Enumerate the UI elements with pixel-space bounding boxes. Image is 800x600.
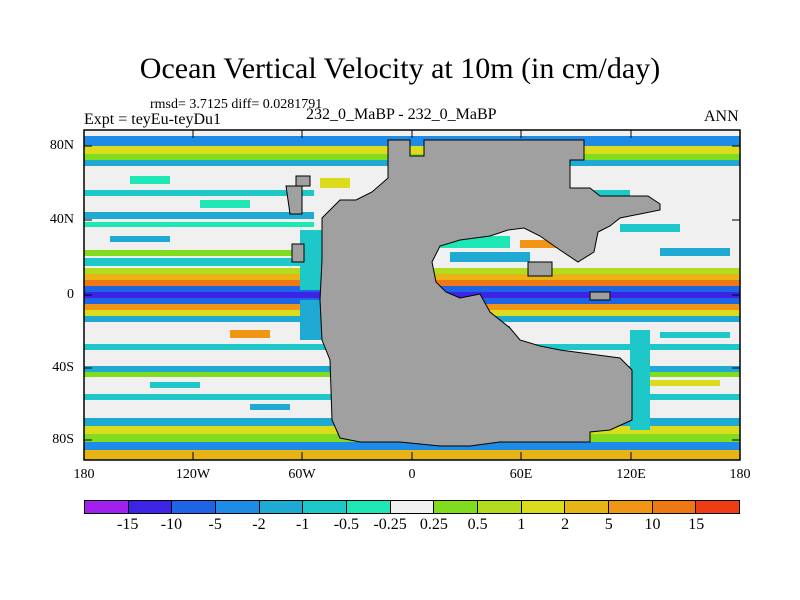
colorbar-label: -2 [252,516,266,533]
colorbar-cell [85,501,129,513]
colorbar-cell [347,501,391,513]
colorbar-cell [521,501,566,513]
colorbar-cell [652,501,697,513]
island-east-inlet [527,261,553,277]
colorbar-cell [390,501,435,513]
colorbar-label: 15 [688,516,705,533]
lat-label-40s: 40S [52,360,74,375]
colorbar-label: 2 [561,516,570,533]
colorbar-cell [303,501,348,513]
colorbar [84,500,740,514]
colorbar-label: -5 [208,516,222,533]
colorbar-label: -1 [295,516,310,533]
colorbar-label: 5 [604,516,613,533]
lat-label-80s: 80S [52,432,74,447]
colorbar-label: 0.25 [419,516,448,533]
colorbar-cell [565,501,610,513]
island-pacific [291,243,305,263]
lon-label-60w: 60W [288,467,316,482]
lon-label-0: 0 [408,467,416,482]
island-equatorial [589,291,611,301]
colorbar-label: -15 [117,516,139,533]
lat-label-40n: 40N [49,212,74,227]
colorbar-label: -10 [160,516,183,533]
lat-label-0: 0 [67,287,74,302]
colorbar-cell [478,501,522,513]
lon-label-120e: 120E [616,467,646,482]
experiment-label: Expt = teyEu-teyDu1 [84,111,221,128]
stats-label: rmsd= 3.7125 diff= 0.0281791 [150,97,323,112]
colorbar-cell [609,501,653,513]
colorbar-label: 10 [644,516,661,533]
colorbar-cell [216,501,260,513]
colorbar-label: 1 [517,516,526,533]
lon-label-120w: 120W [175,467,211,482]
season-label: ANN [704,108,739,125]
pangaea-landmass [319,139,661,447]
lon-label-180w: 180 [73,467,95,482]
lat-label-80n: 80N [49,138,74,153]
land-mask [285,139,661,447]
colorbar-cell [172,501,217,513]
island-north [295,175,311,187]
colorbar-cell [696,501,740,513]
colorbar-label: 0.5 [467,516,488,533]
lon-label-180e: 180 [729,467,751,482]
lon-label-60e: 60E [509,467,533,482]
colorbar-label: -0.25 [373,516,407,533]
colorbar-label: -0.5 [333,516,360,533]
case-label: 232_0_MaBP - 232_0_MaBP [306,106,497,123]
axis-ticks [84,130,740,460]
plot-title: Ocean Vertical Velocity at 10m (in cm/da… [139,52,661,85]
colorbar-cell [434,501,479,513]
colorbar-cell [259,501,304,513]
colorbar-cell [128,501,173,513]
